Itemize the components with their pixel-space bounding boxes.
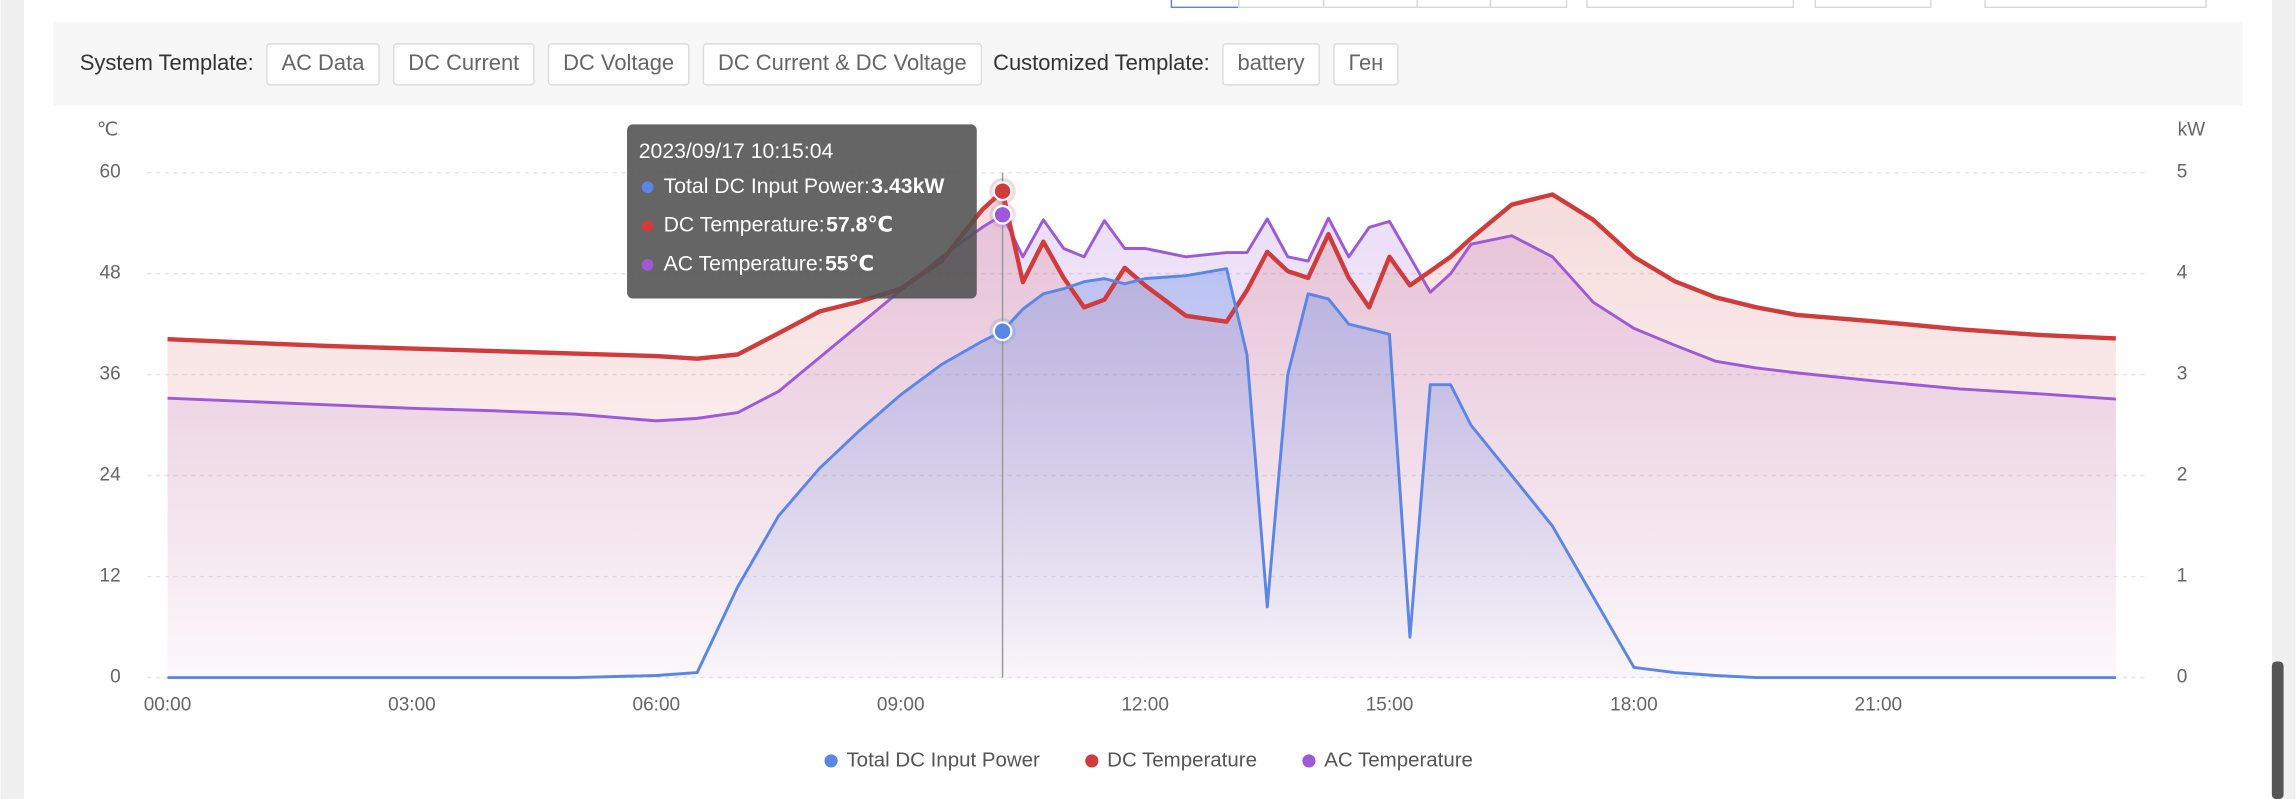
- template-button[interactable]: battery: [1222, 43, 1321, 86]
- tooltip-box: [627, 124, 977, 299]
- x-tick-label: 06:00: [633, 694, 681, 715]
- y-tick-label: 12: [100, 566, 121, 587]
- hover-point: [992, 204, 1013, 225]
- series-line: [167, 267, 2116, 680]
- tooltip-label: AC Temperature:: [664, 252, 824, 275]
- tooltip-label: DC Temperature:: [664, 214, 825, 237]
- x-tick-label: 12:00: [1121, 694, 1169, 715]
- legend-item[interactable]: Total DC Input Power: [824, 748, 1041, 771]
- y-tick-label: 0: [110, 667, 121, 688]
- x-tick-label: 03:00: [388, 694, 436, 715]
- template-button[interactable]: Ген: [1333, 43, 1399, 86]
- tooltip: 2023/09/17 10:15:04 Total DC Input Power:…: [627, 124, 977, 299]
- scroll-track: [2271, 0, 2296, 799]
- legend-item[interactable]: AC Temperature: [1302, 748, 1473, 771]
- tooltip-value: 55℃: [825, 252, 874, 275]
- legend-item[interactable]: DC Temperature: [1085, 748, 1257, 771]
- tooltip-value: 57.8℃: [826, 214, 893, 237]
- y2-tick-label: 3: [2177, 364, 2188, 385]
- hover-point: [992, 321, 1013, 342]
- template-button[interactable]: DC Current & DC Voltage: [702, 43, 983, 86]
- y2-tick-label: 1: [2177, 566, 2188, 587]
- button-label[interactable]: Ген: [1349, 50, 1384, 75]
- button-frame[interactable]: [1222, 43, 1321, 86]
- left-margin: [0, 0, 25, 799]
- y2-axis-unit: kW: [2178, 119, 2206, 140]
- tooltip-value: 3.43kW: [871, 175, 944, 198]
- tooltip-dot: [641, 220, 654, 232]
- tooltip-title: 2023/09/17 10:15:04: [639, 140, 834, 163]
- template-label: Customized Template:: [993, 50, 1210, 75]
- button-label[interactable]: DC Current & DC Voltage: [718, 50, 967, 75]
- x-tick-label: 00:00: [144, 694, 192, 715]
- x-tick-label: 15:00: [1366, 694, 1414, 715]
- series-area: [167, 268, 2116, 678]
- legend-dot[interactable]: [1302, 754, 1316, 768]
- y-tick-label: 36: [100, 364, 121, 385]
- button-frame[interactable]: [547, 43, 690, 86]
- tooltip-dot: [641, 259, 654, 271]
- template-label: System Template:: [80, 50, 254, 75]
- top-controls: [1170, 0, 2207, 9]
- button-frame[interactable]: [266, 43, 380, 86]
- button-label[interactable]: DC Current: [408, 50, 519, 75]
- legend-label[interactable]: AC Temperature: [1324, 748, 1473, 771]
- button-frame[interactable]: [1333, 43, 1399, 86]
- y-tick-label: 60: [100, 162, 121, 183]
- y2-tick-label: 2: [2177, 465, 2188, 486]
- tooltip-dot: [641, 181, 654, 194]
- hover-point: [992, 181, 1013, 202]
- scrollbar[interactable]: [2271, 661, 2284, 799]
- legend-label[interactable]: Total DC Input Power: [846, 748, 1040, 771]
- template-button[interactable]: AC Data: [266, 43, 380, 86]
- y2-tick-label: 5: [2177, 162, 2188, 183]
- legend: Total DC Input Power DC Temperature AC Tem…: [824, 748, 1473, 771]
- tooltip-label: Total DC Input Power:: [664, 175, 870, 198]
- legend-dot[interactable]: [824, 754, 838, 768]
- y2-tick-label: 0: [2177, 667, 2188, 688]
- y-tick-label: 24: [100, 465, 122, 486]
- button-frame[interactable]: [702, 43, 983, 86]
- legend-label[interactable]: DC Temperature: [1107, 748, 1257, 771]
- x-tick-label: 21:00: [1855, 694, 1903, 715]
- template-button[interactable]: DC Voltage: [547, 43, 690, 86]
- button-label[interactable]: AC Data: [281, 50, 365, 75]
- x-tick-label: 09:00: [877, 694, 925, 715]
- legend-dot[interactable]: [1085, 754, 1099, 768]
- template-toolbar: System Template: AC Data DC Current DC Volt…: [80, 43, 1399, 86]
- button-label[interactable]: battery: [1238, 50, 1305, 75]
- x-tick-label: 18:00: [1610, 694, 1658, 715]
- y-tick-label: 48: [100, 263, 121, 284]
- y-axis-unit: ℃: [97, 119, 118, 140]
- template-button[interactable]: DC Current: [392, 43, 535, 86]
- series-line: [167, 189, 2116, 361]
- button-frame[interactable]: [392, 43, 535, 86]
- series-line: [167, 213, 2116, 423]
- y2-tick-label: 4: [2177, 263, 2188, 284]
- button-label[interactable]: DC Voltage: [563, 50, 674, 75]
